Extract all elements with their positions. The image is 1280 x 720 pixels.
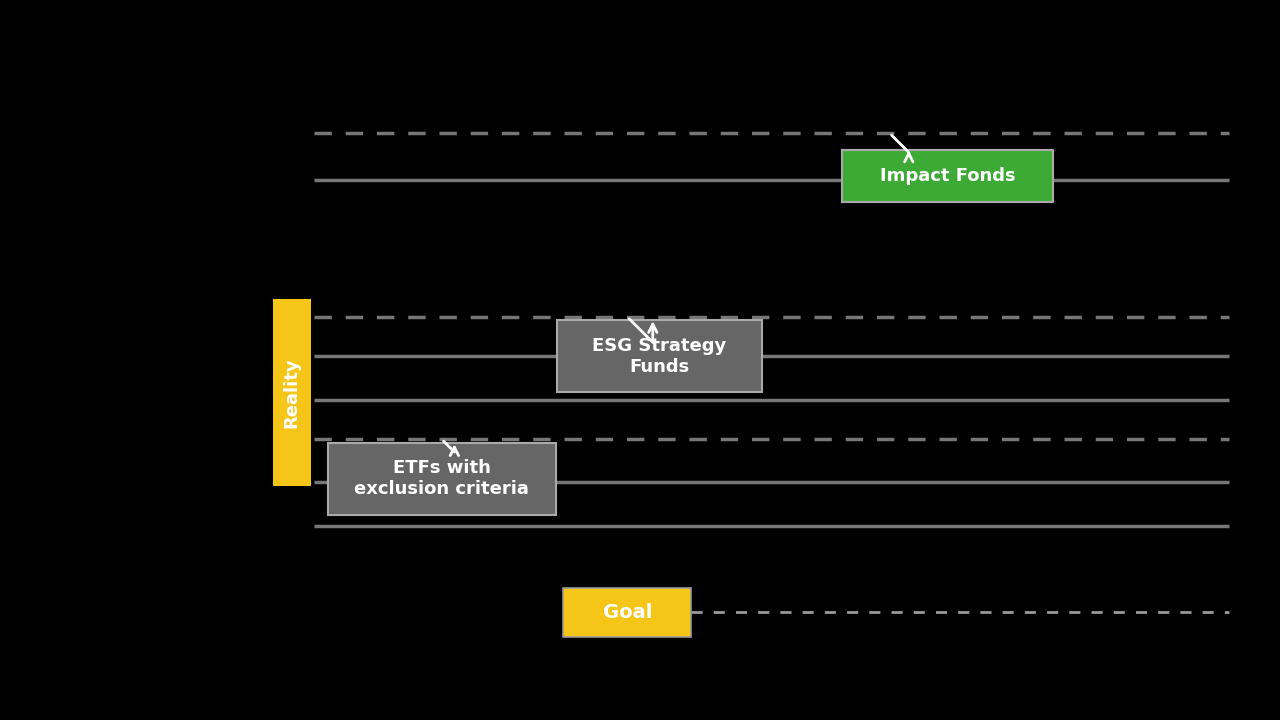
- FancyBboxPatch shape: [842, 150, 1053, 202]
- FancyBboxPatch shape: [328, 443, 556, 515]
- Text: ESG Strategy
Funds: ESG Strategy Funds: [593, 337, 726, 376]
- Text: ETFs with
exclusion criteria: ETFs with exclusion criteria: [355, 459, 529, 498]
- FancyBboxPatch shape: [563, 588, 691, 637]
- Text: Goal: Goal: [603, 603, 652, 622]
- FancyBboxPatch shape: [557, 320, 762, 392]
- Text: Reality: Reality: [283, 357, 301, 428]
- Text: Impact Fonds: Impact Fonds: [881, 166, 1015, 184]
- FancyBboxPatch shape: [273, 299, 311, 486]
